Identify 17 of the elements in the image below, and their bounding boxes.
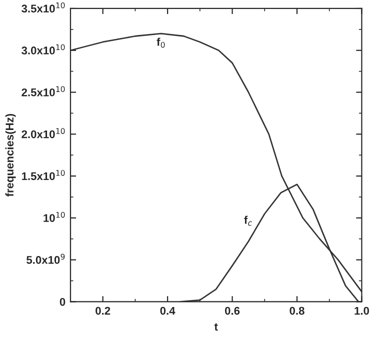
- x-axis-title: t: [214, 323, 218, 331]
- series-label: f$_{0}$: [156, 38, 165, 48]
- y-tick-label: 3.5x10$^{10}$: [22, 2, 65, 13]
- y-tick-label: 3.0x10$^{10}$: [22, 44, 65, 54]
- y-tick-label: 2.0x10$^{10}$: [22, 128, 65, 138]
- x-tick-label: 1.0: [354, 306, 369, 315]
- y-tick-label: 0: [60, 298, 66, 306]
- y-tick-label: 10$^{10}$: [44, 212, 65, 222]
- y-tick-label: 2.5x10$^{10}$: [22, 86, 65, 96]
- y-tick-label: 5.0x10$^{9}$: [26, 254, 65, 264]
- x-tick-label: 0.8: [290, 306, 304, 315]
- series-label: f$_{c}$: [244, 216, 252, 226]
- x-tick-label: 0.6: [225, 306, 240, 315]
- x-tick-label: 0.2: [96, 306, 110, 315]
- y-axis-title: frequencies(Hz): [5, 114, 16, 197]
- y-tick-label: 1.5x10$^{10}$: [22, 170, 65, 180]
- x-tick-label: 0.4: [160, 306, 176, 315]
